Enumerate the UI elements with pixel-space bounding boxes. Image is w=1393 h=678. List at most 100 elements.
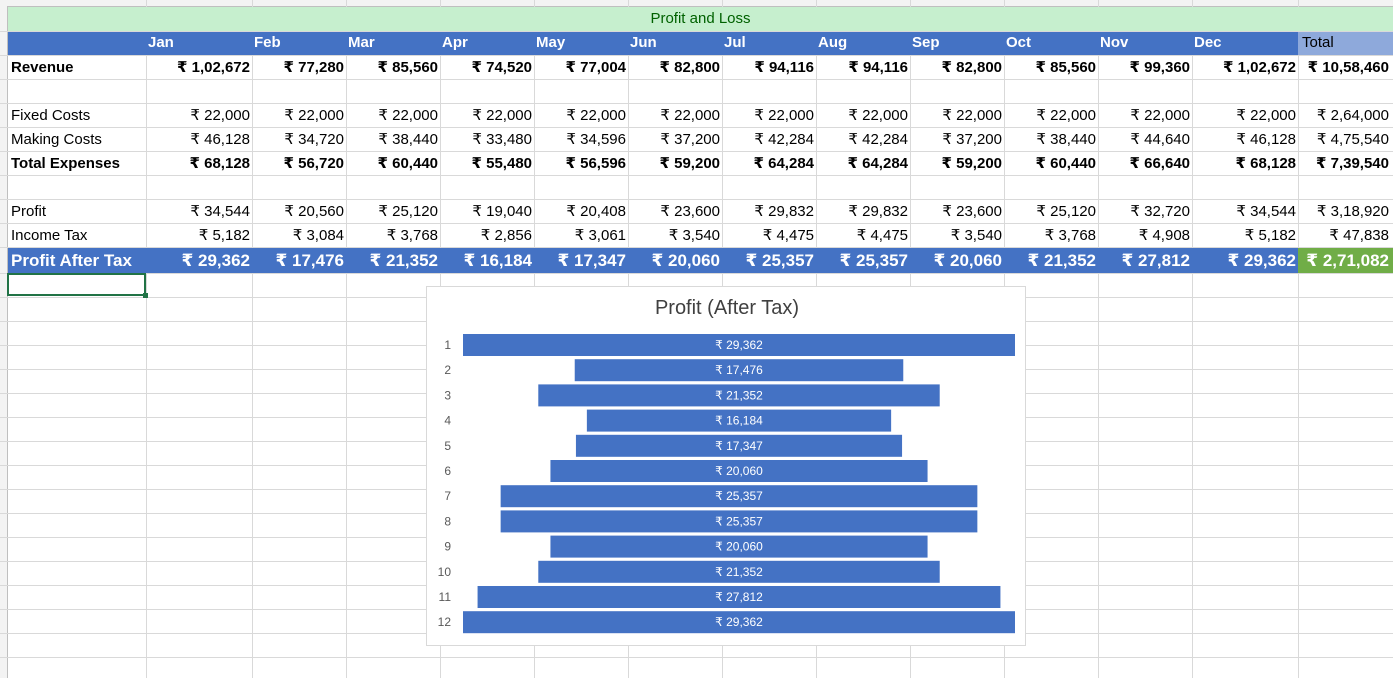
fixed-costs-cell-jul[interactable]: ₹ 22,000 xyxy=(754,107,814,124)
making-costs-cell-aug[interactable]: ₹ 42,284 xyxy=(848,131,908,148)
month-header-jun[interactable]: Jun xyxy=(630,34,657,51)
total-expenses-cell-oct[interactable]: ₹ 60,440 xyxy=(1035,155,1096,172)
profit-after-tax-total-cell[interactable]: ₹ 2,71,082 xyxy=(1306,251,1389,270)
row-label-profit[interactable]: Profit xyxy=(11,203,47,220)
row-label-total-expenses[interactable]: Total Expenses xyxy=(11,155,120,172)
row-header-strip[interactable] xyxy=(0,6,8,678)
month-header-nov[interactable]: Nov xyxy=(1100,34,1129,51)
chart-bar[interactable] xyxy=(463,334,1015,356)
total-expenses-cell-jun[interactable]: ₹ 59,200 xyxy=(659,155,720,172)
profit-cell-mar[interactable]: ₹ 25,120 xyxy=(378,203,438,220)
month-header-feb[interactable]: Feb xyxy=(254,34,281,51)
chart-bar[interactable] xyxy=(463,611,1015,634)
income-tax-cell-aug[interactable]: ₹ 4,475 xyxy=(856,227,908,244)
making-costs-cell-may[interactable]: ₹ 34,596 xyxy=(566,131,626,148)
making-costs-cell-jul[interactable]: ₹ 42,284 xyxy=(754,131,814,148)
total-expenses-cell-sep[interactable]: ₹ 59,200 xyxy=(941,155,1002,172)
income-tax-cell-oct[interactable]: ₹ 3,768 xyxy=(1044,227,1096,244)
income-tax-total-cell[interactable]: ₹ 47,838 xyxy=(1329,227,1389,244)
profit-after-tax-cell-apr[interactable]: ₹ 16,184 xyxy=(463,251,532,270)
profit-after-tax-cell-jul[interactable]: ₹ 25,357 xyxy=(745,251,814,270)
profit-total-cell[interactable]: ₹ 3,18,920 xyxy=(1316,203,1389,220)
chart-bar[interactable] xyxy=(538,384,940,407)
total-expenses-total-cell[interactable]: ₹ 7,39,540 xyxy=(1316,155,1389,172)
row-label-making-costs[interactable]: Making Costs xyxy=(11,131,102,148)
profit-cell-jul[interactable]: ₹ 29,832 xyxy=(754,203,814,220)
income-tax-cell-nov[interactable]: ₹ 4,908 xyxy=(1138,227,1190,244)
income-tax-cell-apr[interactable]: ₹ 2,856 xyxy=(480,227,532,244)
making-costs-total-cell[interactable]: ₹ 4,75,540 xyxy=(1316,131,1389,148)
revenue-cell-mar[interactable]: ₹ 85,560 xyxy=(377,59,438,76)
revenue-cell-aug[interactable]: ₹ 94,116 xyxy=(848,59,908,76)
column-header-strip[interactable] xyxy=(0,0,1393,7)
income-tax-cell-may[interactable]: ₹ 3,061 xyxy=(574,227,626,244)
row-label-profit-after-tax[interactable]: Profit After Tax xyxy=(11,251,132,270)
fixed-costs-cell-apr[interactable]: ₹ 22,000 xyxy=(472,107,532,124)
fixed-costs-cell-dec[interactable]: ₹ 22,000 xyxy=(1236,107,1296,124)
profit-after-tax-cell-jun[interactable]: ₹ 20,060 xyxy=(651,251,720,270)
making-costs-cell-sep[interactable]: ₹ 37,200 xyxy=(942,131,1002,148)
chart-bar[interactable] xyxy=(550,535,928,558)
total-expenses-cell-jul[interactable]: ₹ 64,284 xyxy=(753,155,814,172)
making-costs-cell-apr[interactable]: ₹ 33,480 xyxy=(472,131,532,148)
chart-bar[interactable] xyxy=(500,485,978,508)
chart-bar[interactable] xyxy=(550,460,928,482)
fixed-costs-total-cell[interactable]: ₹ 2,64,000 xyxy=(1316,107,1389,124)
profit-after-tax-cell-sep[interactable]: ₹ 20,060 xyxy=(933,251,1002,270)
row-label-revenue[interactable]: Revenue xyxy=(11,59,74,76)
revenue-cell-jan[interactable]: ₹ 1,02,672 xyxy=(177,59,250,76)
profit-cell-nov[interactable]: ₹ 32,720 xyxy=(1130,203,1190,220)
profit-cell-feb[interactable]: ₹ 20,560 xyxy=(284,203,344,220)
fixed-costs-cell-mar[interactable]: ₹ 22,000 xyxy=(378,107,438,124)
month-header-mar[interactable]: Mar xyxy=(348,34,375,51)
fixed-costs-cell-jun[interactable]: ₹ 22,000 xyxy=(660,107,720,124)
sheet-title[interactable]: Profit and Loss xyxy=(650,10,751,27)
profit-cell-oct[interactable]: ₹ 25,120 xyxy=(1036,203,1096,220)
income-tax-cell-feb[interactable]: ₹ 3,084 xyxy=(292,227,344,244)
month-header-jan[interactable]: Jan xyxy=(148,34,174,51)
total-expenses-cell-jan[interactable]: ₹ 68,128 xyxy=(189,155,250,172)
total-expenses-cell-mar[interactable]: ₹ 60,440 xyxy=(377,155,438,172)
chart-bar[interactable] xyxy=(586,409,892,432)
fixed-costs-cell-sep[interactable]: ₹ 22,000 xyxy=(942,107,1002,124)
revenue-cell-nov[interactable]: ₹ 99,360 xyxy=(1129,59,1190,76)
income-tax-cell-mar[interactable]: ₹ 3,768 xyxy=(386,227,438,244)
income-tax-cell-dec[interactable]: ₹ 5,182 xyxy=(1244,227,1296,244)
profit-after-tax-cell-feb[interactable]: ₹ 17,476 xyxy=(275,251,344,270)
total-expenses-cell-may[interactable]: ₹ 56,596 xyxy=(565,155,626,172)
profit-cell-dec[interactable]: ₹ 34,544 xyxy=(1236,203,1296,220)
total-header[interactable]: Total xyxy=(1302,34,1334,51)
fill-handle[interactable] xyxy=(143,293,148,298)
month-header-sep[interactable]: Sep xyxy=(912,34,940,51)
fixed-costs-cell-may[interactable]: ₹ 22,000 xyxy=(566,107,626,124)
fixed-costs-cell-feb[interactable]: ₹ 22,000 xyxy=(284,107,344,124)
profit-after-tax-cell-may[interactable]: ₹ 17,347 xyxy=(557,251,626,270)
profit-cell-sep[interactable]: ₹ 23,600 xyxy=(942,203,1002,220)
month-header-aug[interactable]: Aug xyxy=(818,34,848,51)
making-costs-cell-feb[interactable]: ₹ 34,720 xyxy=(284,131,344,148)
profit-cell-apr[interactable]: ₹ 19,040 xyxy=(472,203,532,220)
making-costs-cell-dec[interactable]: ₹ 46,128 xyxy=(1236,131,1296,148)
fixed-costs-cell-aug[interactable]: ₹ 22,000 xyxy=(848,107,908,124)
total-expenses-cell-dec[interactable]: ₹ 68,128 xyxy=(1235,155,1296,172)
month-header-may[interactable]: May xyxy=(536,34,566,51)
making-costs-cell-mar[interactable]: ₹ 38,440 xyxy=(378,131,438,148)
profit-after-tax-cell-aug[interactable]: ₹ 25,357 xyxy=(839,251,908,270)
revenue-cell-dec[interactable]: ₹ 1,02,672 xyxy=(1223,59,1296,76)
profit-cell-may[interactable]: ₹ 20,408 xyxy=(566,203,626,220)
row-label-income-tax[interactable]: Income Tax xyxy=(11,227,88,244)
profit-after-tax-chart[interactable]: Profit (After Tax) 1 ₹ 29,362 2 ₹ 17,476 3 ₹ … xyxy=(426,286,1026,646)
revenue-cell-sep[interactable]: ₹ 82,800 xyxy=(941,59,1002,76)
chart-bar[interactable] xyxy=(575,434,903,457)
revenue-cell-oct[interactable]: ₹ 85,560 xyxy=(1035,59,1096,76)
total-expenses-cell-apr[interactable]: ₹ 55,480 xyxy=(471,155,532,172)
total-expenses-cell-feb[interactable]: ₹ 56,720 xyxy=(283,155,344,172)
month-header-oct[interactable]: Oct xyxy=(1006,34,1032,51)
chart-bar[interactable] xyxy=(500,510,978,533)
fixed-costs-cell-oct[interactable]: ₹ 22,000 xyxy=(1036,107,1096,124)
revenue-cell-jul[interactable]: ₹ 94,116 xyxy=(754,59,814,76)
profit-cell-jun[interactable]: ₹ 23,600 xyxy=(660,203,720,220)
profit-after-tax-cell-mar[interactable]: ₹ 21,352 xyxy=(369,251,438,270)
profit-after-tax-cell-nov[interactable]: ₹ 27,812 xyxy=(1121,251,1190,270)
